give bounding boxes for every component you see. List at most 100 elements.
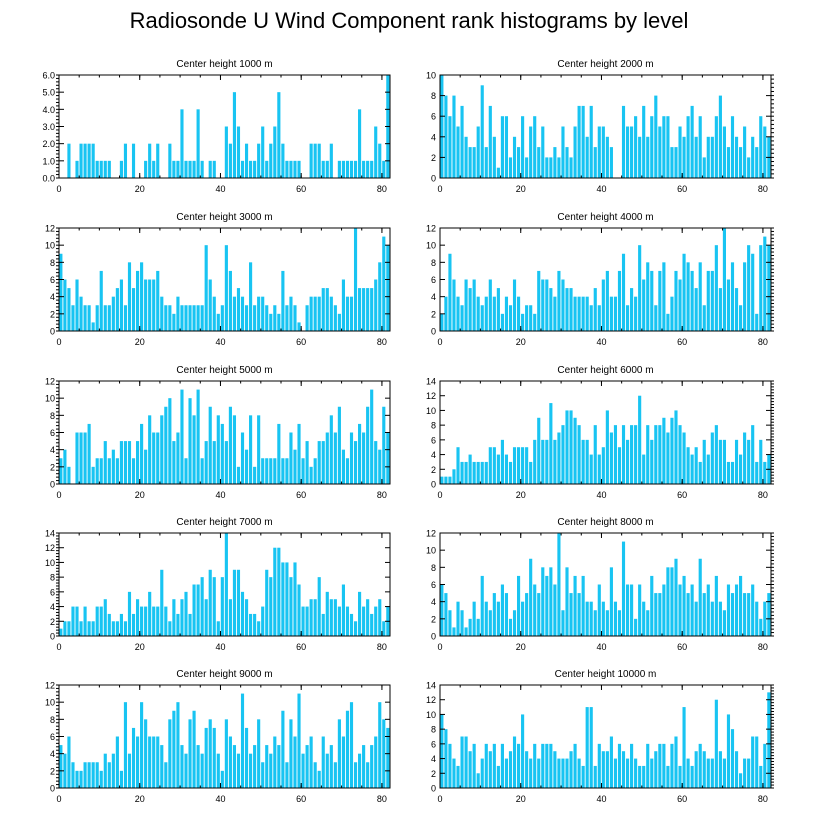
histogram-bar [694,136,698,178]
histogram-bar [176,702,180,788]
histogram-bar [743,593,747,636]
histogram-bar [533,743,537,788]
histogram-bar [625,584,630,636]
histogram-bar [678,584,682,636]
histogram-bar [353,228,358,331]
y-tick-label: 4 [431,754,436,764]
histogram-bar [232,296,237,331]
histogram-bar [261,126,265,178]
histogram-bar [370,745,374,788]
y-tick-label: 8 [431,563,436,573]
histogram-bar [362,288,366,331]
histogram-bar [269,143,273,178]
histogram-bar [747,157,751,178]
histogram-bar [642,279,646,331]
y-tick-label: 4 [50,749,55,759]
histogram-bar [634,425,638,484]
x-tick-label: 40 [596,184,606,194]
histogram-bar [305,745,309,788]
histogram-bar [638,765,642,788]
histogram-bar [261,458,265,484]
histogram-bar [504,116,509,178]
histogram-bar [682,136,686,178]
histogram-bar [321,613,325,636]
histogram-bar [75,279,79,331]
histogram-bar [521,447,525,484]
histogram-bar [261,606,265,636]
histogram-bar [456,126,460,178]
histogram-bar [95,762,99,788]
histogram-bar [755,601,759,636]
histogram-bar [293,562,297,636]
histogram-bar [484,601,488,636]
histogram-bar [309,296,313,331]
histogram-bar [581,765,585,788]
histogram-bar [678,425,682,484]
histogram-bar [184,591,188,636]
histogram-bar [492,296,496,331]
histogram-bar [321,160,325,178]
histogram-bar [500,584,504,636]
histogram-bar [277,423,281,484]
histogram-bar [281,143,285,178]
histogram-bar [220,770,224,788]
histogram-bar [148,415,152,484]
histogram-bar [107,305,111,331]
y-tick-label: 2 [50,462,55,472]
histogram-bar [297,322,301,331]
histogram-bar [726,147,731,178]
histogram-bar [382,719,386,788]
histogram-bar [232,745,237,788]
histogram-bar [512,136,517,178]
histogram-bar [468,618,472,636]
histogram-bar [131,613,136,636]
histogram-bar [317,143,321,178]
histogram-bar [115,288,119,331]
histogram-bar [228,599,232,636]
histogram-bar [561,610,565,636]
histogram-bar [196,389,200,484]
histogram-bar [706,270,710,331]
histogram-bar [521,116,525,178]
histogram-bar [601,447,605,484]
histogram-bar [666,313,670,331]
histogram-bar [464,136,468,178]
histogram-bar [549,567,553,636]
histogram-bar [710,270,714,331]
histogram-bar [95,606,99,636]
histogram-bar [638,136,642,178]
histogram-bar [545,743,549,788]
histogram-bar [99,160,103,178]
histogram-bar [654,425,658,484]
histogram-bar [309,143,313,178]
histogram-bar [545,157,549,178]
x-tick-label: 20 [516,794,526,804]
histogram-bar [698,262,702,331]
histogram-bar [204,441,208,484]
histogram-bar [529,758,533,788]
histogram-bar [337,313,341,331]
histogram-bar [285,762,289,788]
histogram-bar [269,313,273,331]
histogram-bar [545,279,549,331]
histogram-bar [605,751,609,788]
y-tick-label: 4 [431,132,436,142]
y-tick-label: 2 [431,769,436,779]
histogram-bar [621,751,626,788]
histogram-bar [160,569,164,636]
histogram-bar [244,143,249,178]
plot-frame [439,380,772,485]
histogram-bar [718,439,722,484]
histogram-bar [476,296,480,331]
y-tick-label: 8 [431,258,436,268]
histogram-bar [253,305,257,331]
histogram-bar [581,439,585,484]
histogram-bar [597,743,601,788]
histogram-bar [240,693,245,788]
histogram-bar [192,415,196,484]
histogram-bar [317,296,321,331]
histogram-bar [634,116,638,178]
histogram-bar [91,466,95,484]
histogram-bar [521,601,525,636]
histogram-bar [573,126,577,178]
